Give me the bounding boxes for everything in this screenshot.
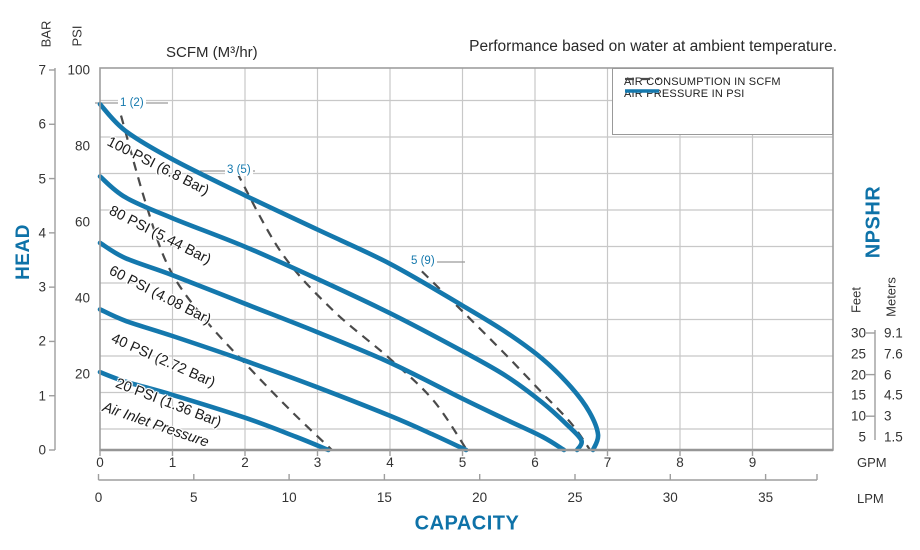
air-pressure-curve	[97, 307, 469, 453]
bar-tick-label: 7	[38, 62, 46, 78]
chart-title: Performance based on water at ambient te…	[469, 38, 837, 55]
npshr-feet-value: 15	[850, 387, 866, 403]
gpm-tick-label: 6	[531, 455, 539, 470]
scfm-label-3-5: 3 (5)	[225, 164, 253, 176]
gpm-tick-label: 8	[676, 455, 684, 470]
gpm-tick-label: 7	[603, 455, 612, 470]
npshr-meters-label: Meters	[883, 277, 899, 317]
lpm-tick-label: 25	[567, 490, 583, 505]
gpm-tick-label: 4	[386, 455, 394, 470]
air-consumption-curve	[421, 270, 591, 451]
npshr-meters-value: 6	[884, 367, 892, 383]
bar-tick-label: 3	[38, 279, 46, 295]
psi-tick-label: 40	[74, 290, 90, 306]
npshr-label: NPSHR	[862, 185, 885, 259]
air-pressure-curve	[97, 101, 601, 453]
npshr-feet-value: 10	[850, 408, 866, 424]
scfm-label-1-2: 1 (2)	[118, 97, 146, 109]
solid-line-sample	[625, 89, 659, 93]
gpm-tick-label: 5	[458, 455, 467, 470]
lpm-tick-label: 5	[190, 490, 198, 505]
npshr-meters-value: 1.5	[884, 429, 903, 445]
npshr-feet-value: 5	[858, 429, 866, 445]
bar-tick-label: 5	[38, 171, 46, 187]
bar-tick-label: 1	[38, 388, 46, 404]
bar-axis-label: BAR	[38, 20, 54, 48]
capacity-axis-label: CAPACITY	[414, 512, 520, 535]
npshr-feet-value: 25	[850, 346, 866, 362]
air-pressure-curve	[97, 174, 584, 453]
legend-item-air-pressure: AIR PRESSURE IN PSI	[624, 88, 745, 100]
npshr-meters-value: 7.6	[884, 346, 903, 362]
psi-tick-label: 60	[74, 214, 90, 230]
bar-tick-label: 0	[38, 442, 46, 458]
lpm-tick-label: 20	[472, 490, 488, 505]
bar-tick-label: 4	[38, 225, 46, 241]
bar-tick-label: 2	[38, 333, 46, 349]
scfm-axis-title: SCFM (M³/hr)	[166, 44, 258, 61]
gpm-tick-label: 1	[168, 455, 177, 470]
npshr-meters-value: 4.5	[884, 387, 903, 403]
gpm-tick-label: 9	[748, 455, 757, 470]
gpm-tick-label: 3	[313, 455, 322, 470]
air-pressure-curve	[97, 369, 331, 453]
legend-label: AIR CONSUMPTION IN SCFM	[624, 76, 781, 88]
gpm-tick-label: 2	[241, 455, 249, 470]
legend-box: AIR CONSUMPTION IN SCFM AIR PRESSURE IN …	[612, 68, 833, 135]
lpm-tick-label: 0	[94, 490, 103, 505]
npshr-meters-value: 9.1	[884, 325, 903, 341]
air-pressure-curve	[97, 240, 567, 453]
psi-tick-label: 80	[74, 138, 90, 154]
psi-axis-label: PSI	[69, 25, 85, 47]
dashed-line-sample	[625, 77, 659, 81]
legend-item-air-consumption: AIR CONSUMPTION IN SCFM	[624, 76, 781, 88]
psi-tick-label: 20	[74, 366, 90, 382]
lpm-tick-label: 30	[662, 490, 678, 505]
lpm-tick-label: 15	[376, 490, 392, 505]
psi-tick-label: 100	[67, 62, 90, 78]
lpm-tick-label: 10	[281, 490, 297, 505]
air-consumption-curve	[119, 115, 333, 451]
lpm-tick-label: 35	[758, 490, 774, 505]
bar-tick-label: 6	[38, 116, 46, 132]
lpm-axis-label: LPM	[857, 491, 884, 506]
npshr-meters-value: 3	[884, 408, 892, 424]
npshr-feet-value: 30	[850, 325, 866, 341]
npshr-feet-value: 20	[850, 367, 866, 383]
air-consumption-curve	[236, 172, 468, 451]
scfm-label-5-9: 5 (9)	[409, 255, 437, 267]
npshr-feet-label: Feet	[848, 286, 864, 314]
gpm-axis-label: GPM	[857, 455, 887, 470]
gpm-tick-label: 0	[96, 455, 104, 470]
